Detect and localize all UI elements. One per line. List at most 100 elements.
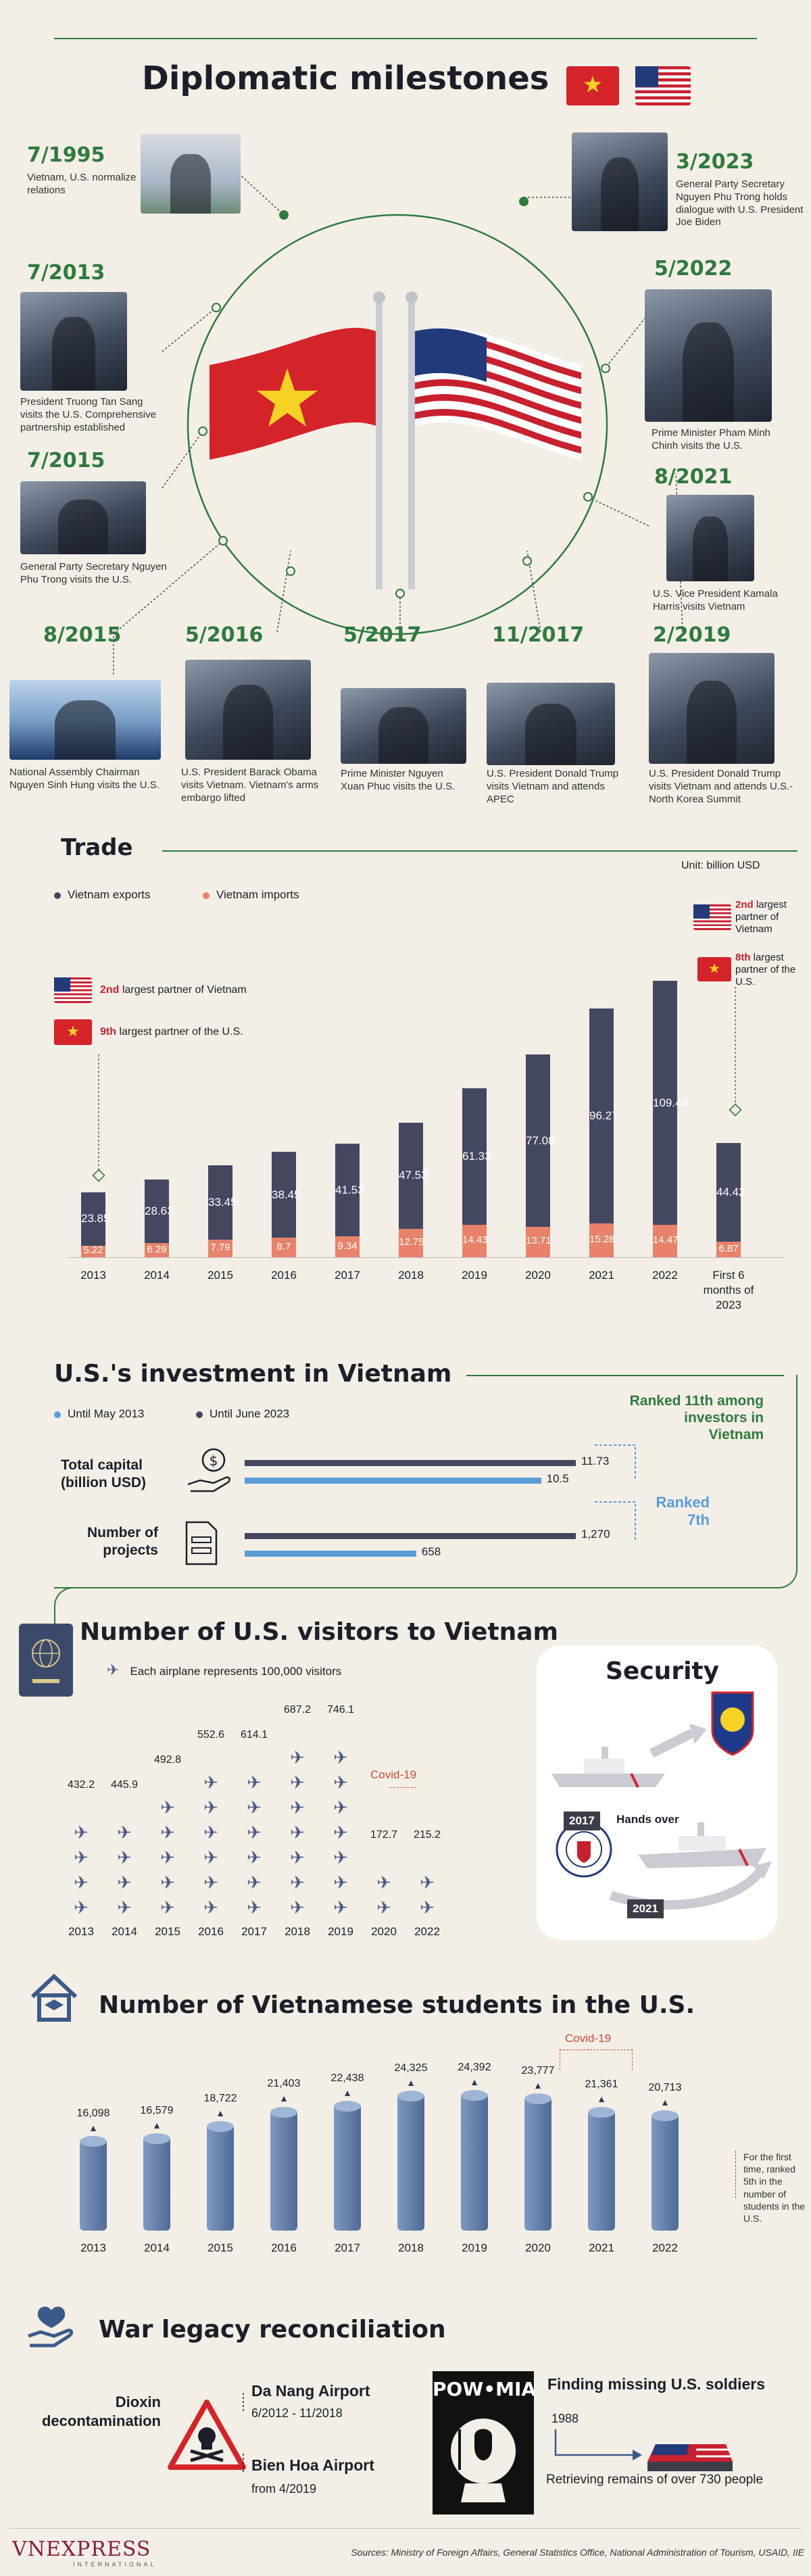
graduation-cap-icon: ▲ — [152, 2120, 162, 2131]
airplane-icon: ✈ — [290, 1822, 305, 1843]
students-note-line — [735, 2151, 736, 2198]
airplane-icon: ✈ — [333, 1772, 348, 1793]
students-bar — [334, 2101, 361, 2231]
airplane-icon: ✈ — [247, 1772, 262, 1793]
trade-label-imports: 7.79 — [210, 1242, 230, 1254]
visitors-year-label: 2019 — [328, 1925, 353, 1938]
milestone-date-2022: 5/2022 — [654, 257, 733, 281]
trade-bar-imports: 14.47 — [653, 1225, 679, 1257]
milestone-caption-2021: U.S. Vice President Kamala Harris visits… — [653, 588, 778, 612]
students-value-label: 22,438 — [330, 2072, 364, 2084]
trade-bar-imports: 5.22 — [81, 1244, 105, 1257]
trade-bar-exports: 41.53 — [335, 1144, 364, 1237]
airplane-icon: ✈ — [333, 1747, 348, 1768]
top-rule — [54, 38, 757, 39]
war-branch-lines — [243, 2393, 244, 2474]
graduation-cap-icon: ▲ — [343, 2087, 352, 2098]
airplane-icon: ✈ — [74, 1872, 89, 1893]
trade-bars: 5.22 23.85 2013 6.29 28.63 2014 7.79 33.45 2015 8… — [68, 933, 784, 1311]
trade-tick-label: 2015 — [207, 1269, 233, 1282]
investment-capital-value-2013: 10.5 — [546, 1472, 569, 1485]
airplane-icon: ✈ — [117, 1847, 132, 1868]
war-missing-note: Retrieving remains of over 730 people — [546, 2473, 764, 2487]
visitors-year-label: 2014 — [112, 1925, 137, 1938]
visitors-year-label: 2022 — [414, 1925, 440, 1938]
milestone-date-2023: 3/2023 — [676, 150, 754, 174]
airplane-icon: ✈ — [333, 1797, 348, 1818]
airplane-icon: ✈ — [247, 1797, 262, 1818]
document-icon — [185, 1521, 218, 1565]
investment-legend-2013: Until May 2013 — [54, 1407, 144, 1421]
trade-bar-exports: 77.08 — [526, 1054, 555, 1227]
trade-bar-exports: 23.85 — [81, 1192, 110, 1246]
trade-label-imports: 8.7 — [276, 1240, 291, 1253]
trade-tick-label: First 6 months of 2023 — [703, 1269, 754, 1312]
trade-legend-imports: Vietnam imports — [203, 888, 299, 902]
visitors-covid-bracket — [389, 1787, 416, 1848]
trade-bar-imports: 6.29 — [145, 1243, 169, 1257]
pow-mia-silhouette-icon — [451, 2419, 516, 2502]
trade-bar-imports: 15.28 — [589, 1223, 615, 1257]
students-year-label: 2016 — [271, 2241, 297, 2254]
students-value-label: 16,098 — [76, 2107, 110, 2119]
airplane-icon: ✈ — [203, 1872, 218, 1893]
students-value-label: 23,777 — [521, 2065, 555, 2077]
trade-label-exports: 77.08 — [526, 1134, 555, 1147]
visitors-value-label: 492.8 — [153, 1754, 182, 1766]
trade-bar-imports: 12.75 — [399, 1228, 424, 1257]
airplane-icon: ✈ — [290, 1897, 305, 1918]
visitors-chart: ✈ ✈ ✈ ✈ 432.2 2013 ✈ ✈ ✈ ✈ 445.9 2014 ✈ ✈ ✈ ✈ ✈ 492.8 2015… — [68, 1690, 473, 1947]
visitors-year-label: 2020 — [371, 1925, 397, 1938]
trade-label-imports: 12.75 — [399, 1236, 424, 1248]
graduation-cap-icon: ▲ — [216, 2108, 225, 2119]
visitors-value-label: 215.2 — [413, 1829, 441, 1841]
war-missing-arrow — [554, 2429, 642, 2460]
flag-draped-coffin-icon — [647, 2444, 733, 2471]
airplane-icon: ✈ — [247, 1847, 262, 1868]
us-flag-icon — [635, 66, 691, 105]
milestone-caption-2023: General Party Secretary Nguyen Phu Trong… — [676, 178, 804, 228]
milestone-caption-2022: Prime Minister Pham Minh Chinh visits th… — [652, 427, 770, 452]
students-chart: ▲ 16,098 2013 ▲ 16,579 2014 ▲ 18,722 2015 ▲ 21,403… — [68, 2041, 730, 2271]
airplane-icon: ✈ — [420, 1897, 435, 1918]
visitors-year-label: 2015 — [155, 1925, 180, 1938]
trade-label-imports: 14.43 — [462, 1234, 488, 1246]
students-value-label: 24,325 — [394, 2062, 428, 2074]
trade-label-exports: 109.44 — [653, 1096, 688, 1109]
milestone-photo-2015-aug — [9, 680, 161, 760]
trade-bar-exports: 33.45 — [208, 1165, 237, 1240]
investment-legend-2023: Until June 2023 — [196, 1407, 289, 1421]
milestone-caption-2016: U.S. President Barack Obama visits Vietn… — [181, 767, 319, 804]
footer-sources: Sources: Ministry of Foreign Affairs, Ge… — [351, 2547, 804, 2558]
airplane-icon: ✈ — [117, 1822, 132, 1843]
investment-title: U.S.'s investment in Vietnam — [54, 1360, 452, 1388]
airplane-icon: ✈ — [247, 1897, 262, 1918]
vietnam-flag-icon — [566, 66, 619, 105]
trade-axis — [68, 1257, 784, 1258]
trade-tick-label: 2014 — [144, 1269, 170, 1282]
airplane-icon: ✈ — [117, 1872, 132, 1893]
visitors-year-label: 2016 — [198, 1925, 224, 1938]
pow-mia-text: POW•MIA — [433, 2378, 537, 2400]
trade-tick-label: 2019 — [462, 1269, 487, 1282]
war-airport-bienhoa-dates: from 4/2019 — [251, 2482, 317, 2496]
security-year-2017: 2017 — [564, 1812, 600, 1830]
airplane-icon: ✈ — [290, 1872, 305, 1893]
airplane-icon: ✈ — [376, 1897, 391, 1918]
trade-note-2013-b: 9th largest partner of the U.S. — [100, 1026, 243, 1038]
milestone-photo-1995 — [141, 134, 241, 214]
students-value-label: 21,403 — [267, 2078, 301, 2090]
war-title: War legacy reconciliation — [99, 2316, 446, 2343]
visitors-value-label: 432.2 — [67, 1779, 95, 1791]
trade-legend-exports: Vietnam exports — [54, 888, 151, 902]
security-hands-over: Hands over — [616, 1813, 679, 1826]
airplane-icon: ✈ — [333, 1897, 348, 1918]
trade-label-exports: 44.42 — [716, 1186, 745, 1199]
trade-note-2023-a: 2nd largest partner of Vietnam — [735, 899, 787, 935]
trade-label-imports: 6.87 — [718, 1242, 739, 1255]
airplane-icon: ✈ — [290, 1847, 305, 1868]
investment-projects-value-2013: 658 — [421, 1545, 441, 1558]
pow-mia-flag: POW•MIA — [433, 2371, 537, 2514]
trade-connectors — [92, 987, 742, 1182]
airplane-icon: ✈ — [290, 1747, 305, 1768]
